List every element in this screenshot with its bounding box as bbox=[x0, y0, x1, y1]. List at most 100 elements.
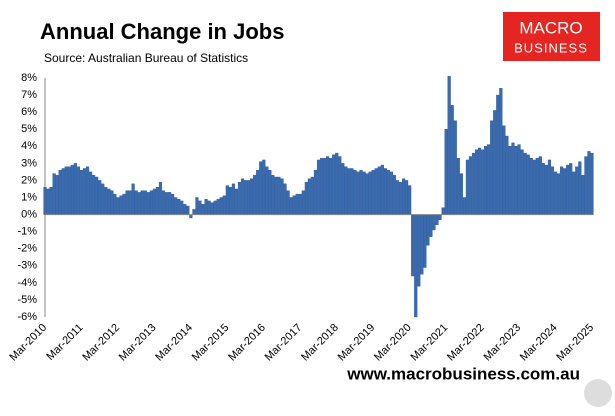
bar bbox=[259, 161, 263, 215]
bar bbox=[256, 169, 260, 215]
bar bbox=[368, 171, 372, 215]
y-tick-label: -4% bbox=[17, 277, 37, 289]
bar bbox=[329, 158, 333, 215]
bar bbox=[73, 163, 77, 215]
bar bbox=[450, 105, 454, 215]
bar bbox=[283, 183, 287, 215]
bar bbox=[550, 166, 555, 215]
bar bbox=[49, 187, 53, 215]
bar bbox=[46, 188, 50, 215]
bar bbox=[250, 178, 254, 215]
bar bbox=[578, 161, 582, 215]
bar bbox=[447, 76, 451, 215]
logo-icon bbox=[584, 379, 612, 407]
y-tick-label: -2% bbox=[17, 243, 37, 255]
bar bbox=[280, 178, 284, 215]
bar bbox=[307, 178, 311, 215]
bar bbox=[262, 159, 266, 215]
y-tick-label: 0% bbox=[21, 208, 37, 220]
bar bbox=[316, 159, 321, 215]
bar bbox=[140, 190, 144, 215]
y-tick-label: -1% bbox=[17, 226, 37, 238]
bar bbox=[326, 156, 330, 215]
bar bbox=[171, 193, 175, 215]
bar bbox=[204, 199, 208, 215]
y-tick-label: 2% bbox=[21, 174, 37, 186]
bar bbox=[462, 197, 466, 215]
bar bbox=[590, 152, 594, 215]
bar bbox=[420, 214, 424, 275]
bar bbox=[180, 200, 184, 215]
bar bbox=[465, 159, 469, 215]
bar bbox=[538, 156, 542, 215]
bar bbox=[319, 158, 324, 215]
bar bbox=[247, 180, 251, 215]
bar bbox=[374, 168, 378, 215]
bar bbox=[207, 200, 211, 215]
bar bbox=[569, 163, 573, 215]
bar bbox=[304, 181, 308, 215]
x-tick-label: Mar-2023 bbox=[481, 322, 523, 364]
bar bbox=[128, 190, 132, 215]
y-tick-label: 7% bbox=[21, 89, 37, 101]
bar bbox=[58, 169, 62, 215]
y-tick-label: -3% bbox=[17, 260, 37, 272]
bar bbox=[216, 199, 220, 215]
bar bbox=[89, 171, 93, 215]
bar bbox=[146, 192, 150, 215]
x-tick-label: Mar-2024 bbox=[518, 322, 560, 364]
bar bbox=[85, 166, 90, 215]
bar bbox=[377, 166, 381, 215]
bar bbox=[411, 214, 415, 277]
bar bbox=[560, 166, 564, 215]
bar bbox=[64, 166, 68, 215]
chart-subtitle: Source: Australian Bureau of Statistics bbox=[44, 51, 248, 65]
bar bbox=[61, 168, 65, 215]
bar bbox=[429, 214, 433, 237]
bar bbox=[344, 166, 348, 215]
y-tick-label: 8% bbox=[21, 72, 37, 84]
y-tick-label: 3% bbox=[21, 157, 37, 169]
x-tick-label: Mar-2010 bbox=[7, 322, 49, 364]
bar bbox=[125, 190, 129, 215]
bar bbox=[237, 181, 242, 215]
bar bbox=[481, 149, 485, 215]
bar bbox=[253, 175, 257, 215]
y-tick-label: 6% bbox=[21, 106, 37, 118]
bar bbox=[168, 192, 172, 215]
x-tick-label: Mar-2011 bbox=[44, 322, 85, 363]
bar bbox=[520, 149, 524, 215]
y-tick-label: -6% bbox=[17, 311, 37, 323]
bar bbox=[587, 151, 591, 215]
bar bbox=[265, 166, 269, 215]
logo-text: BUSINESS bbox=[514, 40, 588, 55]
x-tick-label: Mar-2018 bbox=[299, 322, 341, 364]
bar bbox=[134, 190, 138, 215]
bar bbox=[225, 185, 229, 215]
bar bbox=[341, 163, 345, 215]
bar bbox=[277, 176, 281, 215]
bar bbox=[383, 168, 387, 215]
bar bbox=[122, 193, 126, 215]
bar bbox=[553, 171, 558, 215]
y-tick-label: 4% bbox=[21, 140, 37, 152]
bar bbox=[459, 173, 463, 215]
bar bbox=[581, 175, 585, 215]
bar bbox=[535, 158, 539, 215]
bar bbox=[566, 164, 570, 215]
bar bbox=[231, 183, 235, 215]
bar bbox=[174, 197, 178, 215]
bar bbox=[432, 214, 436, 231]
bar bbox=[511, 142, 515, 215]
bar bbox=[356, 171, 360, 215]
y-tick-label: 1% bbox=[21, 191, 37, 203]
x-tick-label: Mar-2015 bbox=[190, 322, 232, 364]
bar bbox=[286, 190, 290, 215]
bar bbox=[116, 197, 120, 215]
bar bbox=[362, 171, 366, 215]
bar bbox=[338, 156, 342, 215]
bar bbox=[499, 88, 503, 215]
bar bbox=[417, 214, 421, 287]
bar bbox=[198, 200, 202, 215]
bar bbox=[164, 192, 169, 215]
